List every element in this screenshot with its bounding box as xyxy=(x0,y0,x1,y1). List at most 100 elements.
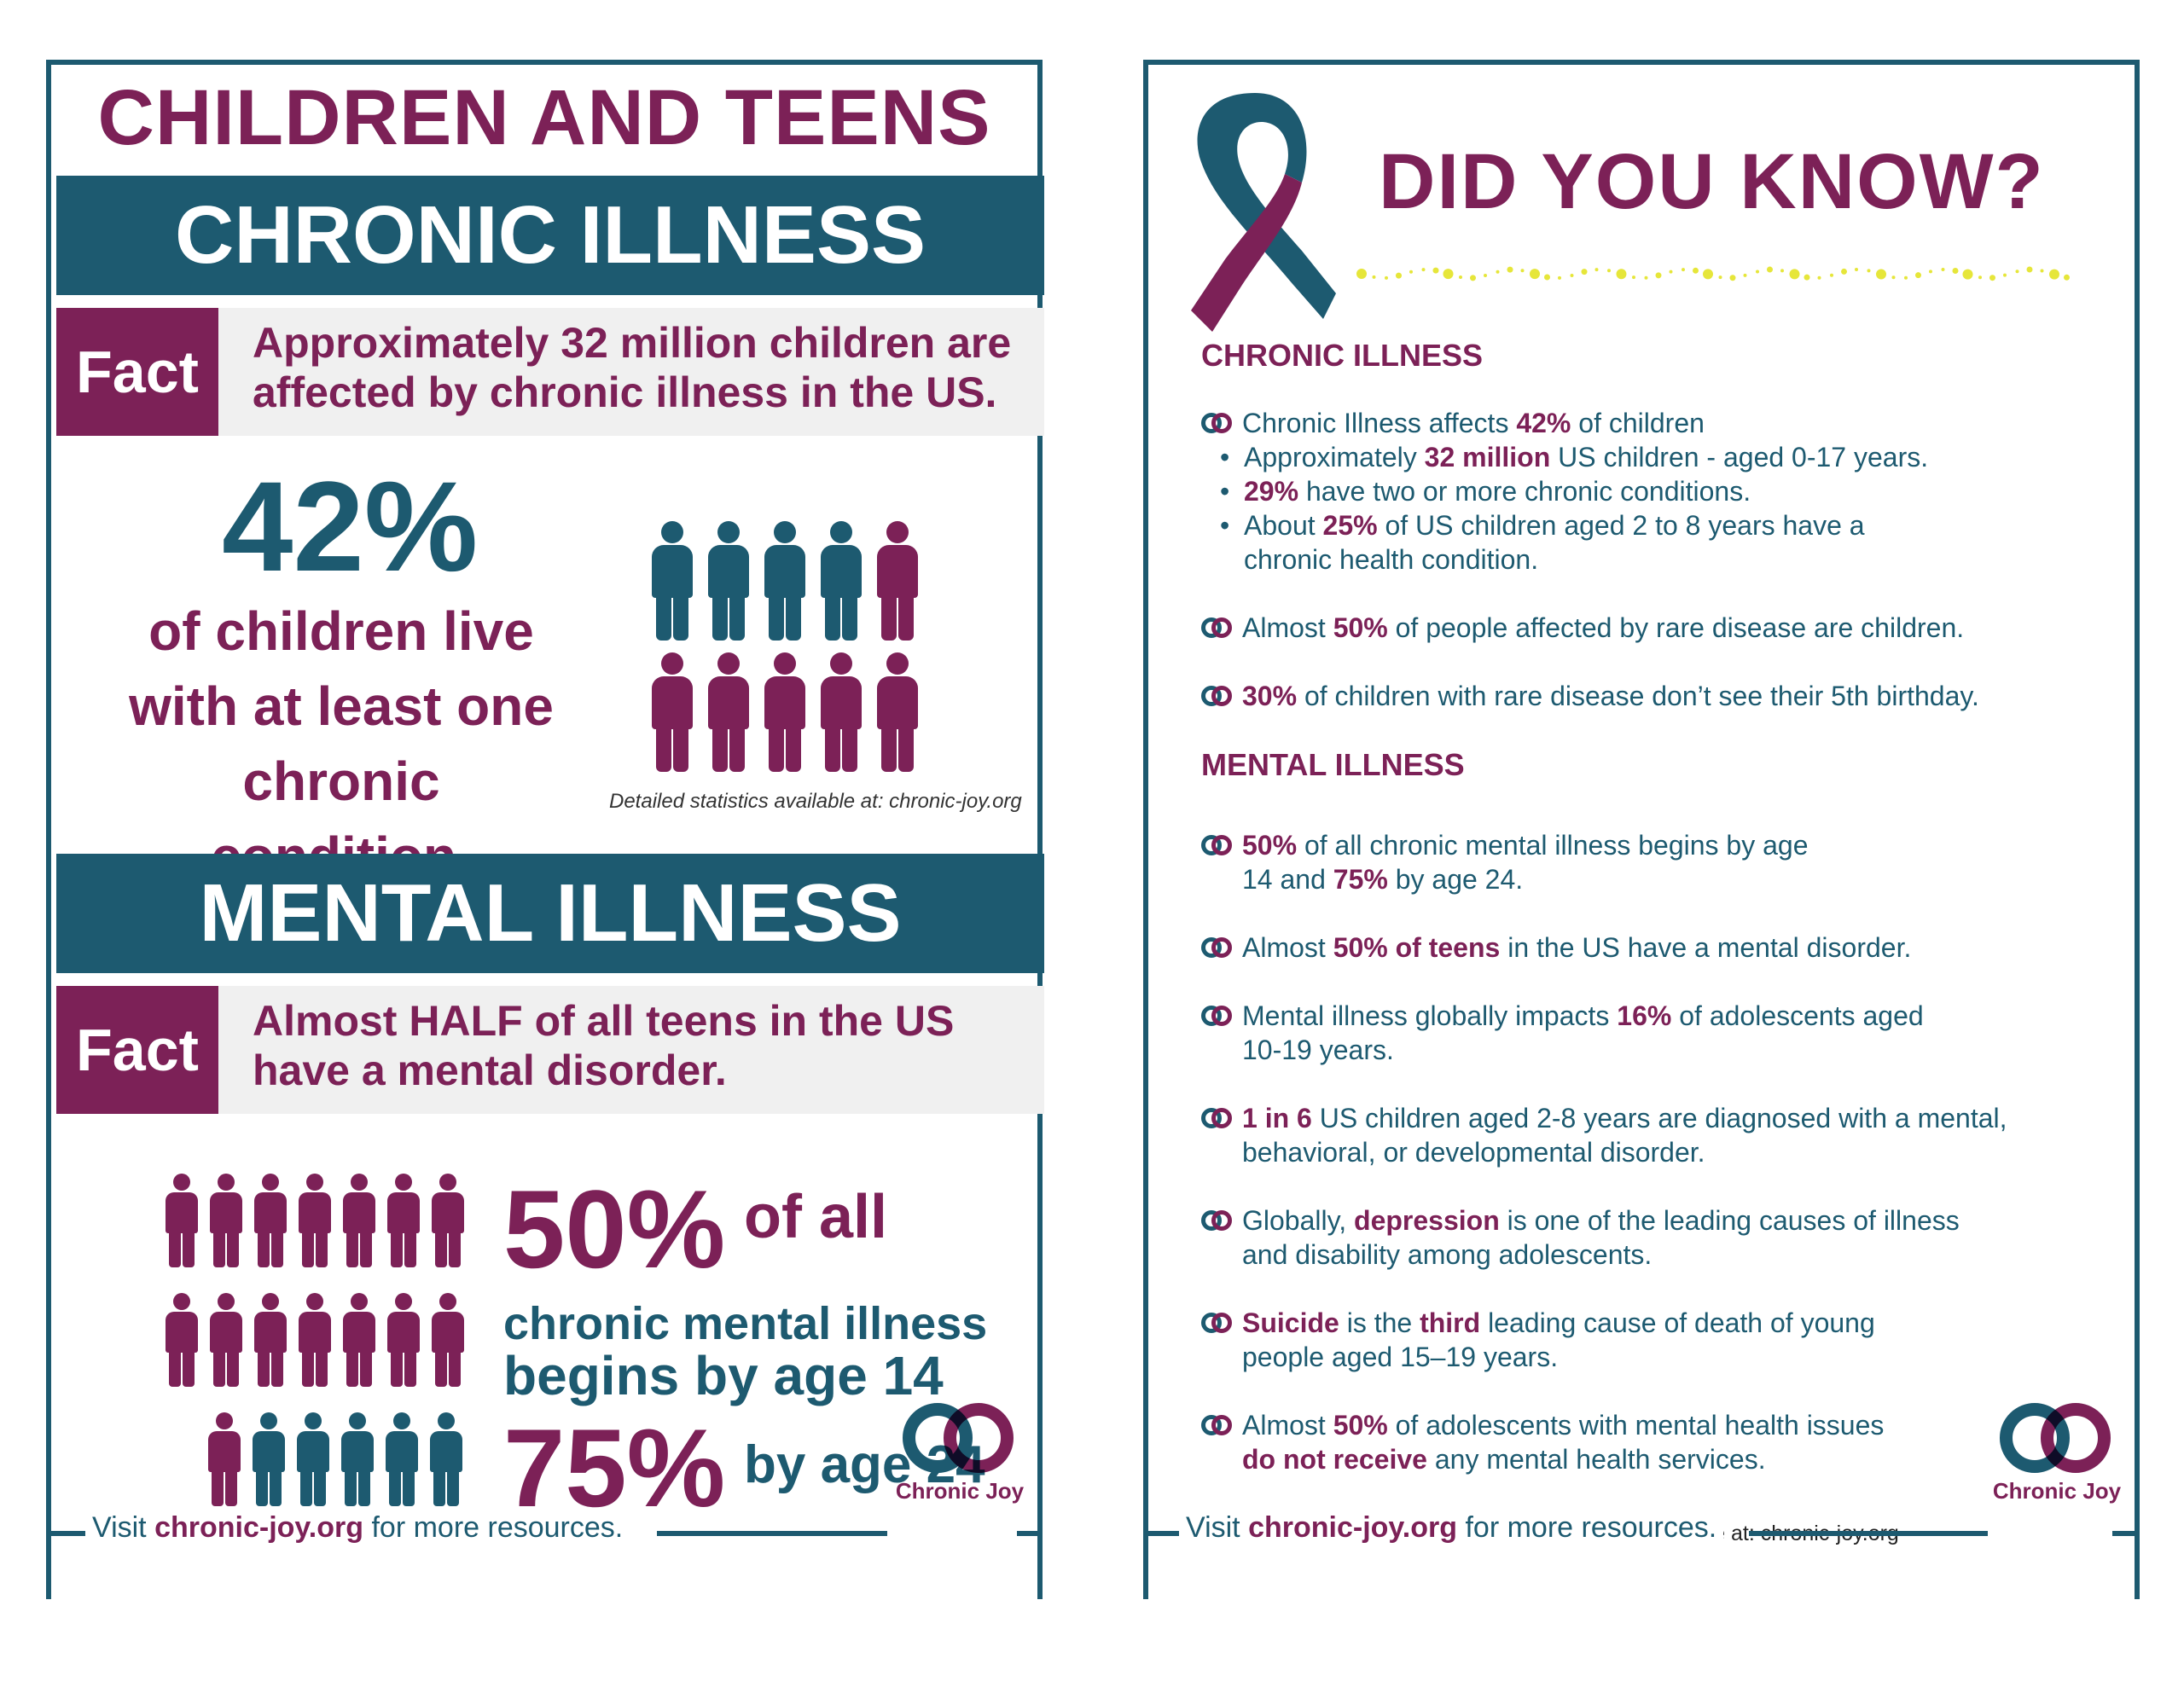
decorative-dot xyxy=(1841,268,1847,275)
did-you-know-title: DID YOU KNOW? xyxy=(1379,138,2045,225)
stat-chronic-mental-illness: chronic mental illness xyxy=(503,1298,988,1349)
decorative-dot xyxy=(1718,275,1722,280)
list-item: Suicide is the third leading cause of de… xyxy=(1201,1306,2114,1374)
decorative-dot xyxy=(1789,269,1800,280)
people-icon-grid xyxy=(648,521,973,772)
frame-bottom-left xyxy=(46,1531,97,1536)
frame-bottom-left-end xyxy=(1017,1531,1043,1536)
decorative-dot xyxy=(1876,269,1886,280)
chronic-joy-rings-icon xyxy=(1201,1210,1234,1232)
decorative-dot xyxy=(1915,272,1921,279)
decorative-dot xyxy=(1356,269,1367,279)
fact-tag: Fact xyxy=(56,986,218,1114)
list-subitem: Approximately 32 million US children - a… xyxy=(1220,440,2106,474)
chronic-joy-rings-icon xyxy=(1201,1006,1234,1028)
decorative-dot xyxy=(1830,273,1833,277)
decorative-dot xyxy=(1682,268,1685,272)
decorative-dot xyxy=(1929,270,1932,274)
stat-begins-age-14: begins by age 14 xyxy=(503,1345,944,1406)
fact-row-mental: Fact Almost HALF of all teens in the US … xyxy=(56,986,1044,1114)
decorative-dot xyxy=(1496,270,1500,274)
list-item: Almost 50% of teens in the US have a men… xyxy=(1201,930,2114,965)
fact-tag: Fact xyxy=(56,308,218,436)
decorative-dot xyxy=(1952,267,1959,274)
decorative-dot xyxy=(1767,266,1773,273)
chronic-joy-rings-icon xyxy=(1201,1313,1234,1335)
footer-link-text[interactable]: Visit chronic-joy.org for more resources… xyxy=(85,1511,630,1545)
left-panel: CHILDREN AND TEENS CHRONIC ILLNESS FACTS… xyxy=(46,60,1044,1599)
chronic-joy-rings-icon xyxy=(1201,1415,1234,1437)
decorative-dot xyxy=(1372,275,1376,279)
person-icon xyxy=(817,652,865,772)
stat-50-percent: 50% xyxy=(503,1167,726,1291)
awareness-ribbon-icon xyxy=(1191,93,1336,332)
decorative-dot xyxy=(1855,268,1858,272)
decorative-dot xyxy=(2003,273,2007,277)
decorative-dot xyxy=(1432,267,1439,274)
list-item: 30% of children with rare disease don’t … xyxy=(1201,679,2114,713)
decorative-dot xyxy=(1459,275,1462,279)
decorative-dot xyxy=(1530,269,1540,280)
person-icon xyxy=(648,652,696,772)
person-icon xyxy=(648,521,696,641)
decorative-dot xyxy=(2026,266,2033,273)
fact-row-chronic: Fact Approximately 32 million children a… xyxy=(56,308,1044,436)
list-subitem: 29% have two or more chronic conditions. xyxy=(1220,474,2106,508)
person-icon xyxy=(297,1174,333,1267)
decorative-dot xyxy=(2015,270,2019,274)
decorative-dot xyxy=(1703,269,1713,280)
footer-link-text[interactable]: Visit chronic-joy.org for more resources… xyxy=(1179,1511,1724,1545)
decorative-dot xyxy=(1558,275,1561,280)
person-icon xyxy=(430,1293,466,1387)
decorative-dot xyxy=(1470,275,1476,281)
person-icon xyxy=(253,1293,288,1387)
person-icon xyxy=(341,1174,377,1267)
person-icon xyxy=(253,1174,288,1267)
list-item: 1 in 6 US children aged 2-8 years are di… xyxy=(1201,1101,2114,1169)
person-icon xyxy=(874,521,921,641)
main-title: CHILDREN AND TEENS xyxy=(97,74,991,161)
list-item: Chronic Illness affects 42% of children xyxy=(1201,406,2114,440)
section-chronic-illness: CHRONIC ILLNESS xyxy=(1201,338,1484,373)
chronic-joy-rings-icon xyxy=(1201,686,1234,708)
chronic-facts-banner: CHRONIC ILLNESS FACTS xyxy=(56,176,1044,400)
decorative-dot xyxy=(1655,272,1662,279)
decorative-dot xyxy=(1891,275,1896,280)
right-panel: DID YOU KNOW? CHRONIC ILLNESS Chronic Il… xyxy=(1143,60,2140,1599)
decorative-dot xyxy=(1570,273,1574,277)
chronic-joy-rings-icon xyxy=(1201,937,1234,959)
person-icon xyxy=(428,1412,464,1506)
stat-of-all: of all xyxy=(744,1183,888,1251)
decorative-dot xyxy=(1616,269,1627,280)
person-icon xyxy=(430,1174,466,1267)
stat-42-percent: 42% xyxy=(222,455,479,598)
decorative-dot xyxy=(1409,270,1413,274)
people-row-50 xyxy=(164,1174,466,1267)
person-icon xyxy=(341,1293,377,1387)
decorative-dot xyxy=(1904,275,1908,280)
fact-text-chronic: Approximately 32 million children are af… xyxy=(253,319,1012,416)
decorative-dot xyxy=(1804,274,1810,281)
decorative-dot xyxy=(1780,269,1784,273)
person-icon xyxy=(164,1293,200,1387)
decorative-dot xyxy=(1729,275,1736,281)
decorative-dot xyxy=(1978,275,1982,280)
decorative-dot xyxy=(1421,268,1426,272)
decorative-dot xyxy=(2049,269,2059,280)
list-subitem: About 25% of US children aged 2 to 8 yea… xyxy=(1220,508,2106,577)
decorative-dot xyxy=(1756,270,1759,274)
frame-bottom-right xyxy=(1143,1531,1186,1536)
chronic-joy-rings-icon xyxy=(1201,413,1234,435)
decorative-dot xyxy=(1632,275,1635,280)
chronic-joy-rings-icon xyxy=(1201,617,1234,640)
decorative-dot xyxy=(1594,268,1599,272)
list-item: Almost 50% of adolescents with mental he… xyxy=(1201,1408,2114,1476)
chronic-joy-rings-icon xyxy=(1201,1108,1234,1130)
fact-text-mental: Almost HALF of all teens in the US have … xyxy=(253,997,955,1094)
frame-bottom-right-end xyxy=(2112,1531,2140,1536)
decorative-dot xyxy=(1484,274,1487,278)
frame-bottom-right-mid xyxy=(1749,1531,1988,1536)
mental-facts-banner: MENTAL ILLNESS FACTS xyxy=(56,854,1044,1078)
person-icon xyxy=(206,1412,242,1506)
decorative-dot xyxy=(1443,269,1454,280)
